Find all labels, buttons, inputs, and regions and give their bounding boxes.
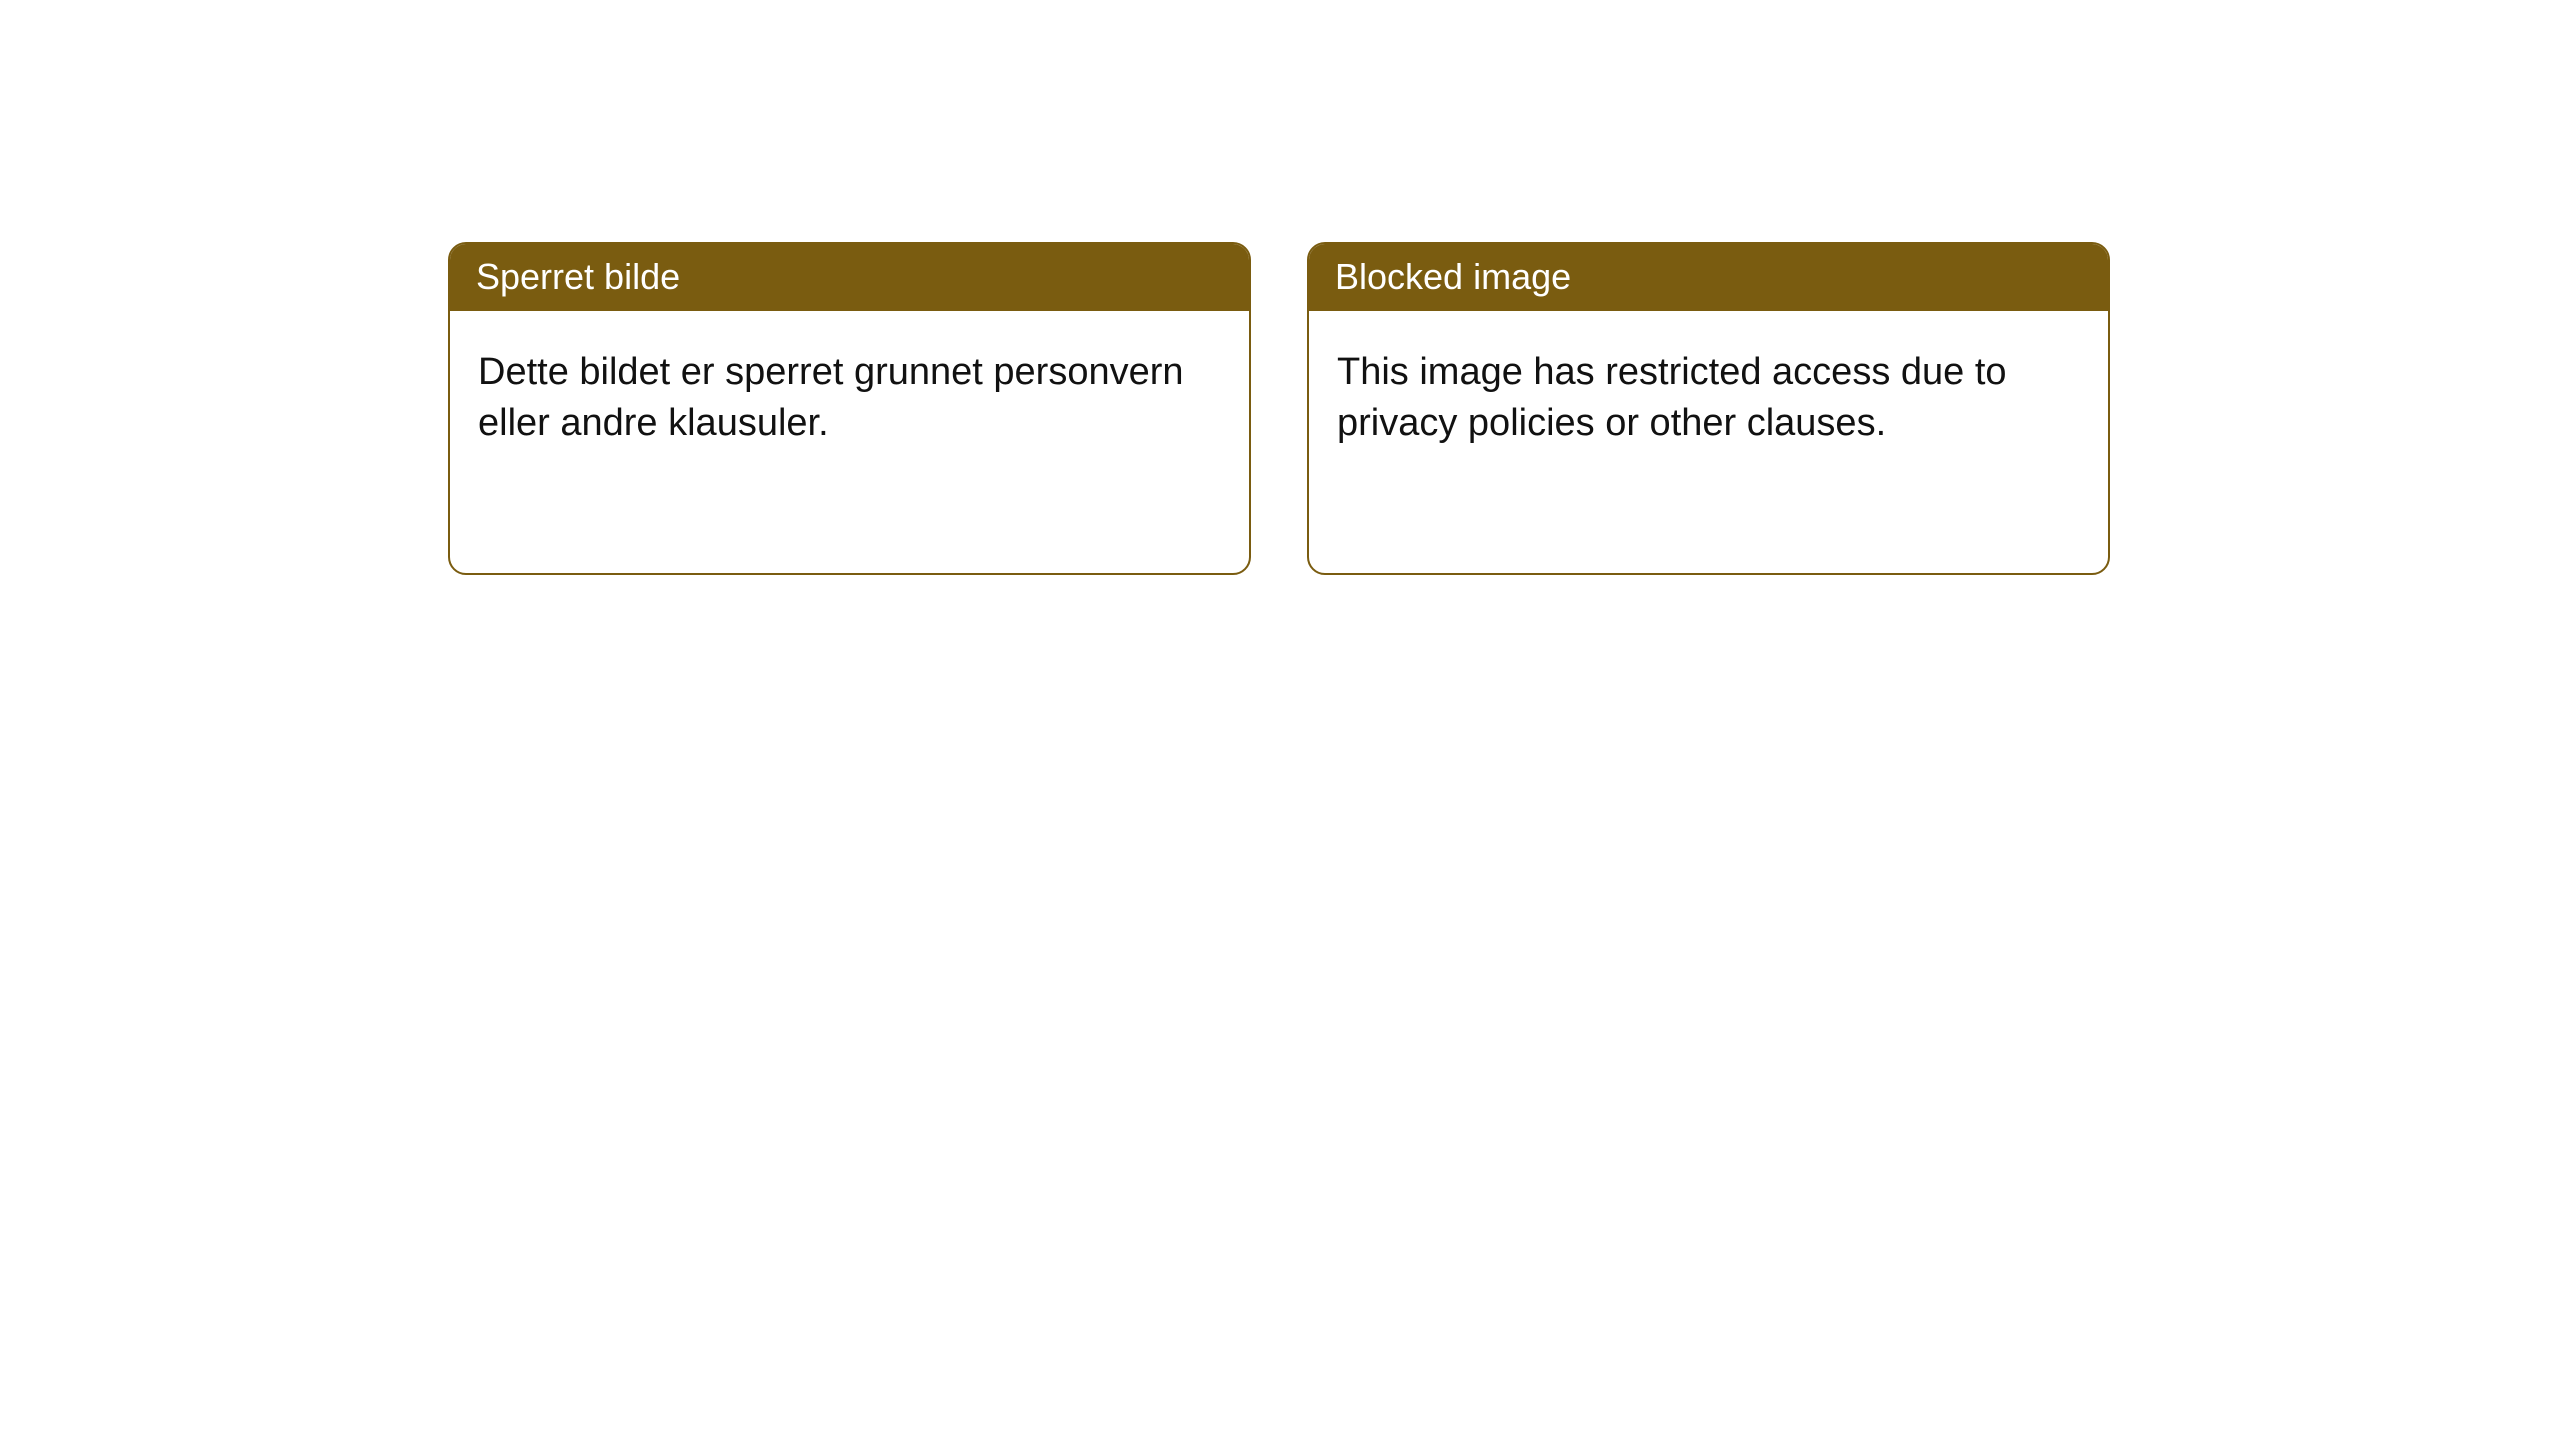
notice-cards-container: Sperret bilde Dette bildet er sperret gr… <box>0 0 2560 575</box>
card-body-norwegian: Dette bildet er sperret grunnet personve… <box>450 311 1249 470</box>
blocked-image-card-english: Blocked image This image has restricted … <box>1307 242 2110 575</box>
card-header-norwegian: Sperret bilde <box>450 244 1249 311</box>
blocked-image-card-norwegian: Sperret bilde Dette bildet er sperret gr… <box>448 242 1251 575</box>
card-header-english: Blocked image <box>1309 244 2108 311</box>
card-body-english: This image has restricted access due to … <box>1309 311 2108 470</box>
